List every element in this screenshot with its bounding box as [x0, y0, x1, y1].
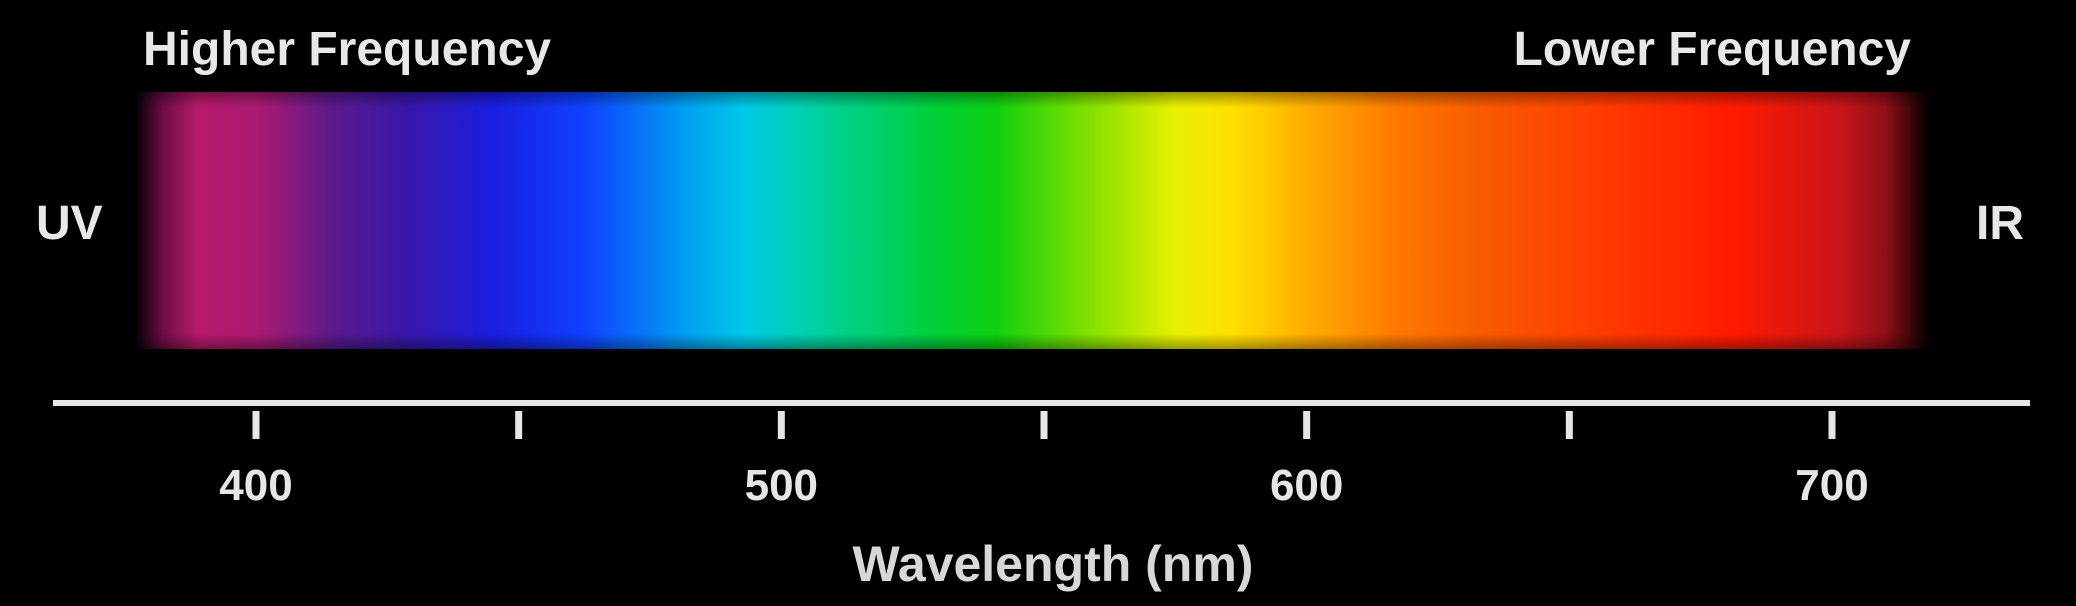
ir-label: IR	[1976, 197, 2024, 250]
tick-label-400: 400	[219, 461, 292, 510]
visible-spectrum-bar	[135, 92, 1930, 349]
uv-label: UV	[36, 197, 103, 250]
tick-label-600: 600	[1270, 461, 1343, 510]
tick-label-700: 700	[1795, 461, 1868, 510]
lower-frequency-label: Lower Frequency	[1513, 23, 1911, 76]
tick-label-500: 500	[745, 461, 818, 510]
axis-title: Wavelength (nm)	[852, 536, 1254, 592]
higher-frequency-label: Higher Frequency	[143, 23, 552, 76]
axis-ticks: 400 500 600 700	[219, 411, 1869, 510]
